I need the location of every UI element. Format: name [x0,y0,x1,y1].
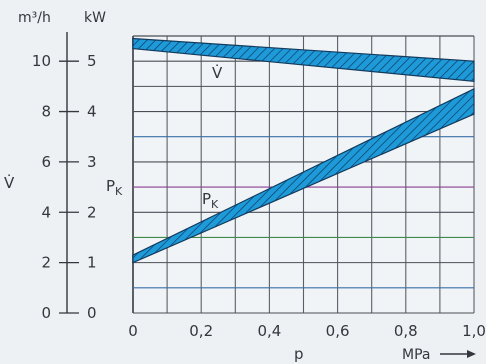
x-axis-arrow [440,350,476,358]
y-right-title-sub: K [115,185,123,198]
x-tick-label: 0,2 [189,322,213,340]
x-tick-label: 0,8 [394,322,418,340]
bands [132,37,475,264]
y-left-tick-label: 0 [41,304,51,322]
y-left-tick-label: 4 [41,203,51,221]
y-left-title: V̇ [4,173,15,192]
y-right-title-main: P [106,177,115,195]
x-tick-label: 1,0 [462,322,486,340]
y-right-tick-label: 5 [87,52,97,70]
series-label-pk-sub: K [211,198,219,211]
y-right-unit: kW [84,10,106,26]
y-right-tick-label: 1 [87,254,97,272]
y-left-tick-label: 6 [41,153,51,171]
axes: 0 2 4 6 8 10 0 1 2 3 4 5 0 0,2 0,4 0,6 0,8 1,0 [32,32,486,340]
y-right-tick-label: 3 [87,153,97,171]
x-tick-label: 0,6 [326,322,350,340]
grid [132,35,475,314]
y-left-tick-label: 10 [32,52,51,70]
y-left-unit: m³/h [18,10,51,26]
y-left-tick-label: 2 [41,254,51,272]
y-right-tick-label: 4 [87,103,97,121]
x-axis-title: p [294,345,304,363]
y-right-tick-label: 0 [87,304,97,322]
y-left-tick-label: 8 [41,103,51,121]
y-right-title: PK [106,177,123,198]
series-label-v: V̇ [212,63,223,82]
x-tick-label: 0 [128,322,138,340]
x-tick-label: 0,4 [257,322,281,340]
x-axis-unit: MPa [402,347,430,363]
series-label-pk-main: P [202,190,211,208]
band-series-pk [132,87,475,264]
series-label-pk: PK [202,190,219,211]
y-right-tick-label: 2 [87,203,97,221]
band-series-v [132,37,475,82]
